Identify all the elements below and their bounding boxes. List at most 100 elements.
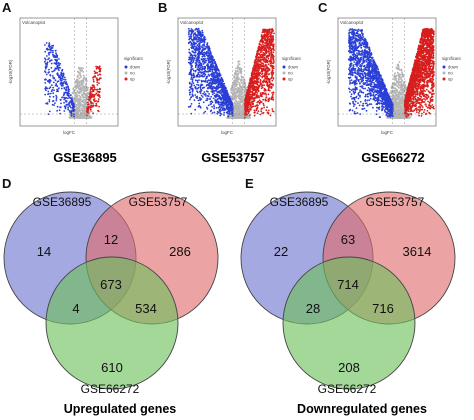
data-point [244, 112, 246, 114]
data-point [200, 41, 203, 43]
data-point [235, 106, 237, 109]
data-point [48, 80, 51, 83]
data-point [199, 35, 202, 38]
data-point [87, 103, 90, 106]
data-point [268, 68, 270, 71]
data-point [54, 59, 57, 62]
data-point [78, 85, 81, 88]
data-point [216, 98, 219, 101]
data-point [233, 95, 236, 97]
data-point [193, 36, 196, 39]
data-point [62, 82, 64, 84]
data-point [218, 73, 221, 75]
data-point [272, 99, 275, 101]
data-point [198, 102, 201, 105]
data-point [192, 82, 195, 85]
data-point [199, 61, 201, 64]
data-point [86, 96, 88, 98]
data-point [187, 27, 190, 30]
data-point [252, 102, 254, 105]
data-point [83, 112, 86, 115]
data-point [253, 67, 256, 70]
data-point [96, 90, 99, 93]
data-point [92, 105, 94, 108]
data-point [263, 74, 266, 77]
data-point [255, 75, 258, 78]
data-point [260, 85, 263, 87]
data-point [224, 108, 226, 111]
data-point [195, 42, 198, 45]
data-point [197, 84, 200, 87]
data-point [242, 76, 245, 79]
data-point [261, 35, 264, 38]
data-point [68, 96, 71, 99]
data-point [271, 70, 273, 73]
legend-key [282, 71, 286, 75]
data-point [205, 59, 208, 62]
data-point [93, 88, 95, 91]
data-point [48, 46, 51, 49]
data-point [45, 78, 47, 81]
data-point [205, 99, 208, 102]
data-point [251, 105, 254, 108]
data-point [204, 66, 206, 69]
data-point [266, 30, 269, 33]
data-point [268, 89, 271, 92]
x-axis-label: logFC [381, 130, 394, 135]
data-point [211, 73, 214, 76]
data-point [78, 98, 81, 100]
data-point [76, 91, 78, 94]
data-point [259, 82, 262, 85]
data-point [52, 53, 54, 56]
data-point [208, 74, 211, 77]
data-point [271, 64, 273, 67]
data-point [209, 57, 211, 60]
data-point [262, 111, 265, 114]
data-point [59, 106, 61, 109]
data-point [267, 89, 270, 92]
data-point [238, 96, 241, 98]
data-point [263, 104, 265, 107]
data-point [188, 31, 190, 33]
data-point [56, 90, 58, 93]
data-point [260, 67, 263, 70]
data-point [261, 72, 264, 75]
data-point [44, 50, 47, 53]
data-point [214, 89, 217, 92]
data-point [269, 33, 272, 35]
data-point [210, 84, 212, 87]
data-point [271, 36, 274, 39]
data-point [225, 89, 227, 92]
data-point [270, 60, 273, 63]
data-point [85, 102, 87, 105]
data-point [47, 90, 50, 93]
data-point [227, 110, 230, 112]
data-point [208, 65, 210, 68]
data-point [215, 94, 218, 97]
data-point [270, 43, 273, 45]
data-point [251, 82, 254, 85]
data-point [188, 56, 191, 59]
data-point [92, 80, 95, 83]
data-point [210, 82, 213, 85]
data-point [189, 58, 192, 60]
data-point [194, 70, 197, 73]
legend-key [124, 65, 128, 69]
data-point [61, 69, 63, 72]
data-point [215, 85, 218, 88]
data-point [211, 105, 213, 108]
data-point [217, 69, 220, 72]
data-point [212, 91, 214, 93]
panel-letter-a: A [2, 0, 12, 15]
data-point [212, 71, 215, 74]
data-point [82, 111, 85, 114]
data-point [48, 87, 51, 90]
data-point [212, 87, 214, 90]
data-point [238, 82, 241, 85]
data-point [235, 93, 238, 95]
data-point [249, 103, 252, 105]
data-point [258, 102, 261, 105]
data-point [211, 56, 214, 59]
data-point [259, 92, 262, 95]
data-point [219, 109, 221, 111]
